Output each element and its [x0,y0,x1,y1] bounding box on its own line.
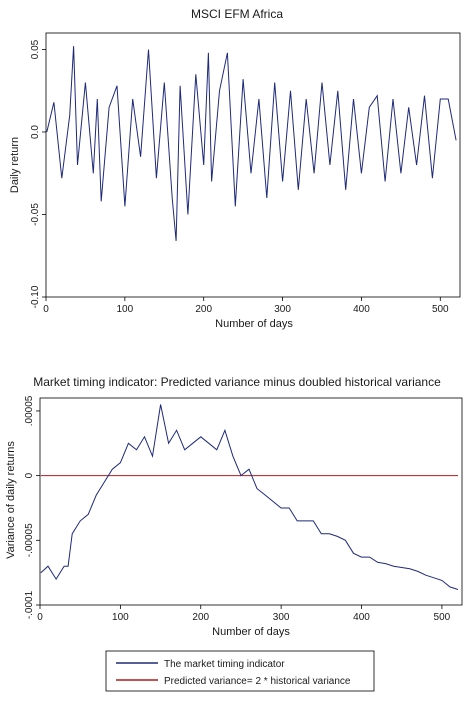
chart-2-x-tick-label: 400 [353,612,370,623]
chart-2-x-tick-label: 0 [37,612,43,623]
chart-1-x-tick-label: 300 [274,304,291,315]
chart-1-x-ticks: 0 100 200 300 400 500 [43,297,449,315]
chart-2-ylabel: Variance of daily returns [5,441,17,559]
chart-1-x-tick-label: 500 [432,304,449,315]
chart-1-y-ticks: -0.10 -0.05 0.0 0.05 [30,39,46,308]
chart-2-indicator-line [40,404,459,590]
chart-1-x-tick-label: 100 [117,304,134,315]
chart-1-y-tick-label: 0.05 [30,39,41,59]
chart-1-x-tick-label: 0 [43,304,49,315]
chart-2-x-tick-label: 100 [112,612,129,623]
chart-1-ylabel: Daily return [9,137,21,193]
legend-label-reference: Predicted variance= 2 * historical varia… [164,676,351,687]
chart-1-x-tick-label: 200 [195,304,212,315]
chart-2-xlabel: Number of days [212,626,290,638]
chart-2-y-tick-label: -.0001 [24,590,35,619]
chart-2-y-tick-label: 0 [24,472,35,478]
chart-2-x-tick-label: 200 [192,612,209,623]
chart-2-x-ticks: 0 100 200 300 400 500 [37,605,451,623]
chart-1-plot-frame [45,32,461,298]
chart-1-y-tick-label: -0.10 [30,285,41,308]
chart-2-y-tick-label: -.00005 [24,523,35,557]
chart-1: MSCI EFM Africa -0.10 -0.05 0.0 0.05 0 100 20… [9,7,461,330]
chart-2-x-tick-label: 300 [273,612,290,623]
chart-2-y-tick-label: .00005 [24,395,35,426]
chart-1-xlabel: Number of days [215,318,293,330]
chart-2-title: Market timing indicator: Predicted varia… [33,375,441,389]
chart-2-x-tick-label: 500 [434,612,451,623]
chart-2-y-ticks: -.0001 -.00005 0 .00005 [24,395,40,619]
chart-2-legend: The market timing indicator Predicted va… [105,650,375,692]
legend-label-indicator: The market timing indicator [164,659,285,670]
chart-1-x-tick-label: 400 [353,304,370,315]
chart-1-y-tick-label: 0.0 [30,125,41,139]
chart-1-title: MSCI EFM Africa [191,7,283,21]
chart-2: Market timing indicator: Predicted varia… [5,375,463,692]
chart-2-plot-frame [39,397,463,606]
chart-1-y-tick-label: -0.05 [30,203,41,226]
legend-box [105,650,375,692]
chart-1-series-line [46,46,457,241]
